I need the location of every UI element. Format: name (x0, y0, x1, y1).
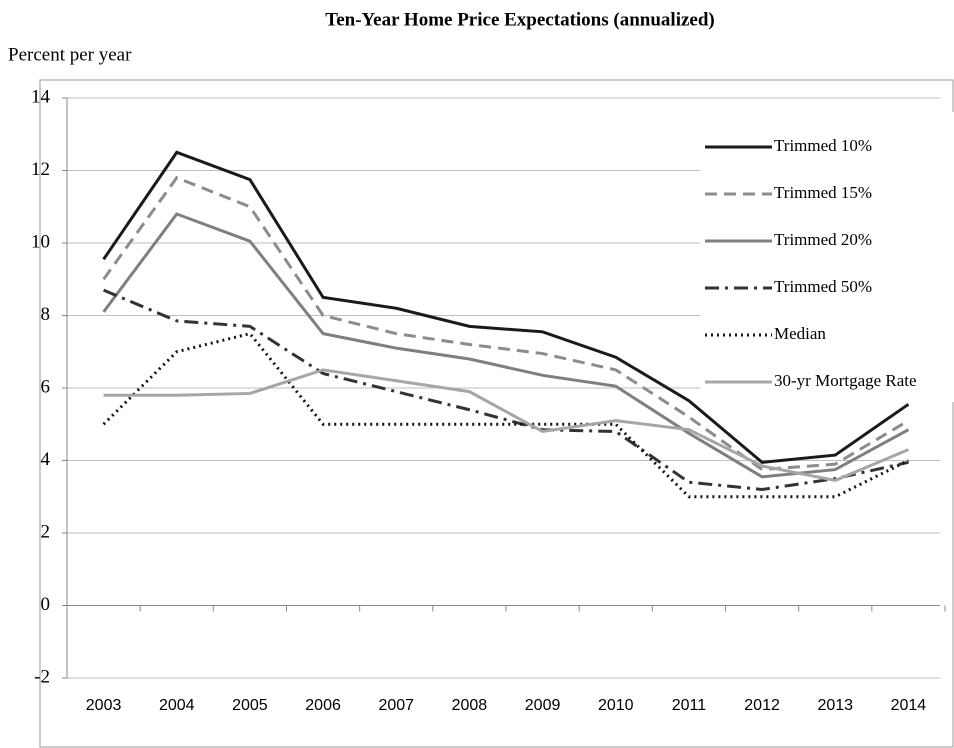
x-tick-label: 2004 (159, 697, 195, 714)
y-tick-label: 2 (41, 521, 51, 542)
series-line (102, 212, 910, 479)
y-tick-label: 6 (41, 376, 51, 397)
chart-title: Ten-Year Home Price Expectations (annual… (325, 9, 714, 30)
legend-label: Trimmed 10% (774, 136, 872, 155)
y-tick-label: 14 (31, 86, 51, 107)
y-axis-label: Percent per year (8, 44, 132, 65)
legend-label: 30-yr Mortgage Rate (774, 371, 917, 390)
series-line (103, 368, 909, 482)
legend-label: Median (774, 324, 826, 343)
x-tick-label: 2010 (598, 697, 634, 714)
legend-box (700, 112, 954, 402)
y-tick-label: 12 (31, 159, 50, 180)
x-tick-label: 2012 (744, 697, 780, 714)
y-tick-label: -2 (34, 666, 50, 687)
y-tick-label: 0 (41, 594, 51, 615)
legend-label: Trimmed 50% (774, 277, 872, 296)
x-tick-label: 2003 (86, 697, 122, 714)
x-tick-label: 2008 (452, 697, 488, 714)
x-tick-label: 2005 (232, 697, 268, 714)
x-tick-label: 2011 (672, 697, 707, 714)
x-tick-label: 2006 (305, 697, 341, 714)
x-tick-label: 2009 (525, 697, 561, 714)
x-tick-label: 2007 (378, 697, 414, 714)
x-tick-label: 2013 (817, 697, 853, 714)
y-tick-label: 4 (41, 449, 51, 470)
plot-frame (39, 79, 954, 748)
legend-label: Trimmed 20% (774, 230, 872, 249)
legend-label: Trimmed 15% (774, 183, 872, 202)
y-tick-label: 10 (31, 231, 50, 252)
x-tick-label: 2014 (891, 697, 927, 714)
y-tick-label: 8 (41, 304, 51, 325)
series-line (102, 150, 910, 464)
series-line (102, 331, 910, 499)
series-line (103, 288, 909, 492)
